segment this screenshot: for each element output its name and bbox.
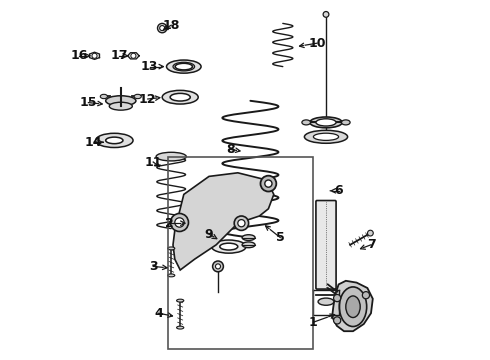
- Text: 9: 9: [205, 228, 213, 240]
- Polygon shape: [90, 52, 99, 59]
- FancyBboxPatch shape: [316, 201, 336, 289]
- Text: 16: 16: [71, 49, 88, 62]
- Text: 15: 15: [80, 96, 97, 109]
- Ellipse shape: [176, 326, 184, 329]
- Circle shape: [216, 264, 220, 269]
- Ellipse shape: [302, 120, 311, 125]
- Ellipse shape: [342, 120, 350, 125]
- Text: 13: 13: [141, 60, 158, 73]
- Text: 2: 2: [165, 217, 174, 230]
- Ellipse shape: [304, 130, 347, 143]
- Bar: [168, 157, 314, 349]
- Circle shape: [234, 216, 248, 230]
- Text: 6: 6: [334, 184, 343, 197]
- Ellipse shape: [175, 63, 193, 70]
- Circle shape: [92, 53, 97, 58]
- Ellipse shape: [339, 287, 367, 327]
- Ellipse shape: [212, 240, 246, 253]
- Text: 17: 17: [110, 49, 128, 62]
- Ellipse shape: [314, 133, 339, 140]
- Ellipse shape: [176, 299, 184, 302]
- Ellipse shape: [162, 90, 198, 104]
- Circle shape: [334, 317, 341, 324]
- Ellipse shape: [242, 235, 255, 240]
- Text: 8: 8: [226, 143, 235, 156]
- Ellipse shape: [106, 137, 123, 144]
- Circle shape: [238, 220, 245, 227]
- Text: 4: 4: [154, 307, 163, 320]
- Ellipse shape: [346, 296, 360, 318]
- Polygon shape: [127, 53, 139, 59]
- Ellipse shape: [316, 119, 336, 126]
- Text: 1: 1: [309, 316, 318, 329]
- Text: 5: 5: [276, 231, 285, 244]
- Circle shape: [363, 292, 369, 299]
- Circle shape: [157, 23, 167, 33]
- Ellipse shape: [220, 243, 238, 250]
- Ellipse shape: [106, 96, 136, 106]
- Circle shape: [334, 294, 341, 302]
- Ellipse shape: [310, 117, 342, 128]
- Circle shape: [323, 12, 329, 17]
- Ellipse shape: [167, 60, 201, 73]
- Ellipse shape: [134, 94, 141, 99]
- Ellipse shape: [100, 94, 107, 99]
- Circle shape: [261, 176, 276, 192]
- Circle shape: [131, 53, 136, 58]
- Polygon shape: [332, 281, 373, 331]
- Ellipse shape: [156, 152, 186, 161]
- Text: 12: 12: [139, 93, 156, 105]
- Circle shape: [368, 230, 373, 236]
- Ellipse shape: [96, 133, 133, 148]
- Circle shape: [175, 218, 184, 227]
- Ellipse shape: [318, 298, 334, 305]
- Circle shape: [171, 213, 189, 231]
- Ellipse shape: [168, 274, 175, 277]
- Circle shape: [265, 180, 272, 187]
- Ellipse shape: [242, 242, 255, 248]
- Circle shape: [160, 26, 165, 31]
- Text: 11: 11: [145, 156, 162, 168]
- Text: 14: 14: [85, 136, 102, 149]
- Text: 10: 10: [308, 37, 326, 50]
- Ellipse shape: [170, 93, 190, 101]
- Polygon shape: [173, 173, 274, 270]
- Ellipse shape: [173, 62, 195, 71]
- Ellipse shape: [168, 247, 175, 250]
- Ellipse shape: [109, 102, 132, 110]
- Text: 3: 3: [149, 260, 157, 273]
- Text: 18: 18: [163, 19, 180, 32]
- Circle shape: [213, 261, 223, 272]
- Text: 7: 7: [367, 238, 375, 251]
